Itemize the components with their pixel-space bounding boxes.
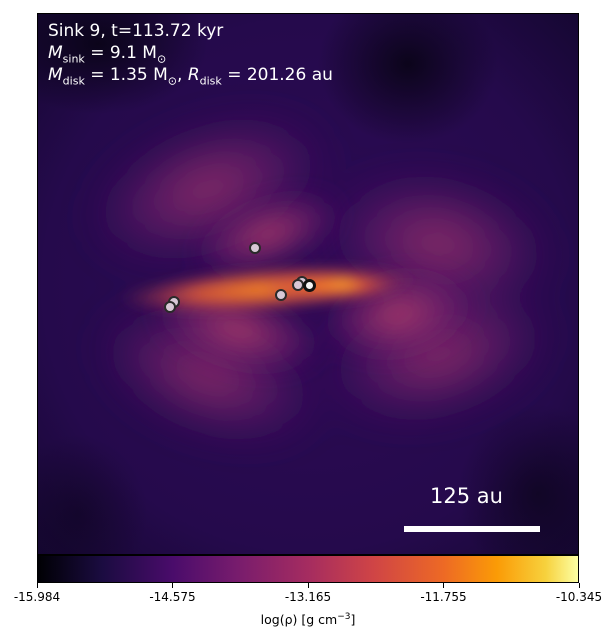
disk-mass-symbol: M [48,65,63,85]
title-text: Sink 9, t=113.72 kyr [48,21,224,41]
colorbar-tick-mark [307,583,309,588]
colorbar-tick-mark [443,583,444,588]
sink-mass-unit-sub: ⊙ [156,52,167,66]
colorbar-tick-label: -11.755 [420,590,467,604]
colorbar [37,555,579,583]
density-projection-panel: Sink 9, t=113.72 kyr Msink = 9.1 M⊙ Mdis… [37,13,579,555]
disk-radius-symbol: R [187,65,200,85]
disk-separator: , [177,65,188,85]
colorbar-tick-mark [36,583,38,588]
colorbar-label-main: log(ρ) [g cm [260,612,338,628]
sink-mass-value: = 9.1 M [90,43,157,63]
sink-particle-a [249,242,261,254]
disk-line: Mdisk = 1.35 M⊙, Rdisk = 201.26 au [48,65,333,91]
scalebar-label: 125 au [430,484,503,508]
colorbar-tick-label: -13.165 [284,590,332,604]
colorbar-tick-label: -10.345 [555,590,603,604]
disk-mass-unit-sub: ⊙ [167,74,178,88]
title-line: Sink 9, t=113.72 kyr [48,21,223,42]
colorbar-label-close: ] [350,612,356,628]
colorbar-tick-label: -15.984 [13,590,61,604]
scalebar-line [404,526,540,532]
sink-mass-subscript: sink [62,52,85,66]
disk-radius-subscript: disk [199,74,222,88]
colorbar-tick-mark [578,583,580,588]
sink-mass-line: Msink = 9.1 M⊙ [48,43,166,69]
disk-radius-value: = 201.26 au [227,65,333,85]
colorbar-tick-mark [172,583,173,588]
colorbar-label-exponent: −3 [337,612,351,622]
colorbar-label: log(ρ) [g cm−3] [261,612,356,627]
density-map [38,14,578,554]
disk-mass-subscript: disk [62,74,85,88]
disk-mass-value: = 1.35 M [90,65,168,85]
sink-particle-g [302,278,316,292]
sink-particle-d [275,289,287,301]
colorbar-tick-label: -14.575 [149,590,196,604]
sink-mass-symbol: M [48,43,63,63]
sink-particle-c [164,301,176,313]
